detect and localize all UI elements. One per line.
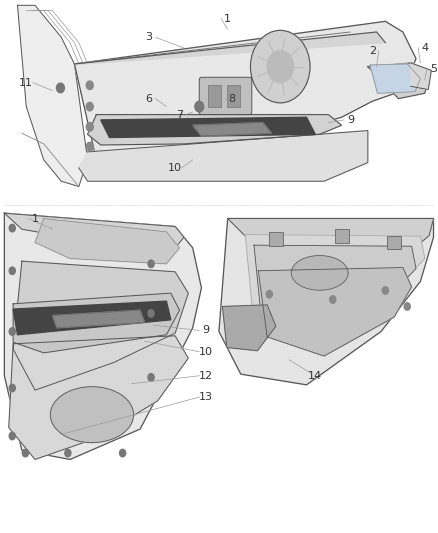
Text: 10: 10: [199, 347, 213, 357]
Polygon shape: [18, 5, 88, 187]
Text: 13: 13: [199, 392, 213, 402]
Bar: [335, 229, 349, 243]
Circle shape: [404, 303, 410, 310]
Bar: [269, 232, 283, 246]
Polygon shape: [193, 123, 272, 136]
Circle shape: [57, 83, 64, 93]
Circle shape: [148, 374, 154, 381]
Polygon shape: [4, 213, 184, 248]
Circle shape: [148, 260, 154, 268]
Polygon shape: [411, 63, 431, 90]
Polygon shape: [35, 219, 180, 264]
Ellipse shape: [50, 387, 134, 442]
Polygon shape: [13, 301, 171, 335]
Text: 12: 12: [199, 371, 213, 381]
Text: 9: 9: [347, 115, 354, 125]
Polygon shape: [101, 117, 315, 138]
Circle shape: [148, 310, 154, 317]
Circle shape: [9, 432, 15, 440]
Polygon shape: [74, 32, 385, 64]
Circle shape: [9, 384, 15, 392]
Polygon shape: [219, 219, 434, 385]
Text: 4: 4: [421, 43, 428, 53]
Circle shape: [86, 81, 93, 90]
Ellipse shape: [291, 256, 348, 290]
Text: 5: 5: [430, 64, 437, 74]
Polygon shape: [13, 261, 188, 390]
Bar: [208, 85, 221, 107]
Polygon shape: [79, 131, 368, 181]
Text: 3: 3: [145, 33, 152, 42]
Polygon shape: [258, 268, 412, 356]
Circle shape: [65, 449, 71, 457]
Circle shape: [86, 142, 93, 151]
Polygon shape: [9, 336, 188, 459]
Text: 10: 10: [168, 163, 182, 173]
Circle shape: [120, 449, 126, 457]
Text: 8: 8: [229, 94, 236, 103]
Polygon shape: [4, 213, 201, 459]
Circle shape: [9, 224, 15, 232]
Circle shape: [266, 290, 272, 298]
Bar: [227, 85, 240, 107]
Polygon shape: [254, 245, 416, 354]
Circle shape: [86, 102, 93, 111]
Circle shape: [9, 267, 15, 274]
Text: 6: 6: [145, 94, 152, 103]
Text: 2: 2: [369, 46, 376, 55]
Polygon shape: [74, 21, 416, 160]
Polygon shape: [368, 63, 429, 99]
Polygon shape: [88, 115, 342, 145]
Circle shape: [267, 51, 293, 83]
Polygon shape: [13, 293, 180, 353]
Circle shape: [86, 123, 93, 131]
Text: 1: 1: [32, 214, 39, 223]
Text: 1: 1: [224, 14, 231, 23]
Bar: [387, 236, 401, 249]
Text: 7: 7: [176, 110, 183, 119]
Text: 9: 9: [202, 326, 209, 335]
Circle shape: [9, 328, 15, 335]
Polygon shape: [370, 64, 420, 93]
Polygon shape: [53, 310, 145, 328]
Circle shape: [382, 287, 389, 294]
Polygon shape: [223, 305, 276, 351]
Text: 14: 14: [308, 371, 322, 381]
Text: 11: 11: [19, 78, 33, 87]
Circle shape: [22, 449, 28, 457]
Polygon shape: [245, 235, 425, 348]
Circle shape: [330, 296, 336, 303]
Circle shape: [251, 30, 310, 103]
Circle shape: [195, 101, 204, 112]
Polygon shape: [228, 219, 434, 273]
FancyBboxPatch shape: [199, 77, 252, 115]
